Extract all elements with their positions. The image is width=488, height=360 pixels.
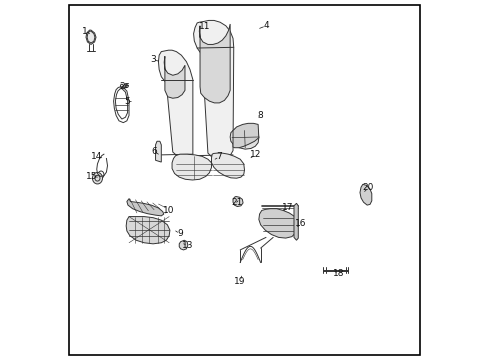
Text: 18: 18 [332,269,344,278]
Text: 21: 21 [230,198,242,207]
Polygon shape [126,199,163,216]
Text: 10: 10 [163,206,175,215]
Text: 8: 8 [257,111,263,120]
Polygon shape [86,30,96,44]
Text: 3: 3 [150,55,156,64]
Polygon shape [193,21,233,161]
Text: 19: 19 [234,276,245,285]
Text: 7: 7 [216,152,222,161]
Polygon shape [233,197,243,207]
Polygon shape [293,203,298,240]
Text: 5: 5 [124,96,129,105]
Polygon shape [179,240,187,250]
Text: 17: 17 [281,203,293,212]
Polygon shape [199,24,230,103]
Polygon shape [258,209,297,238]
Polygon shape [359,184,371,205]
Text: 9: 9 [177,229,183,238]
Text: 12: 12 [249,150,261,159]
Text: 15: 15 [86,172,98,181]
Text: 16: 16 [295,219,306,228]
Text: 4: 4 [263,21,268,30]
Polygon shape [126,217,169,244]
Text: 13: 13 [182,241,193,250]
Text: 6: 6 [151,147,157,156]
Polygon shape [211,153,244,178]
Ellipse shape [92,172,102,184]
Text: 2: 2 [119,82,124,91]
Polygon shape [158,50,192,159]
Polygon shape [155,141,161,162]
Text: 1: 1 [82,27,88,36]
Text: 11: 11 [198,22,210,31]
Polygon shape [172,154,211,180]
Polygon shape [164,56,184,98]
Polygon shape [233,123,258,148]
Text: 14: 14 [91,152,102,161]
Polygon shape [230,126,258,149]
Text: 20: 20 [362,183,373,192]
